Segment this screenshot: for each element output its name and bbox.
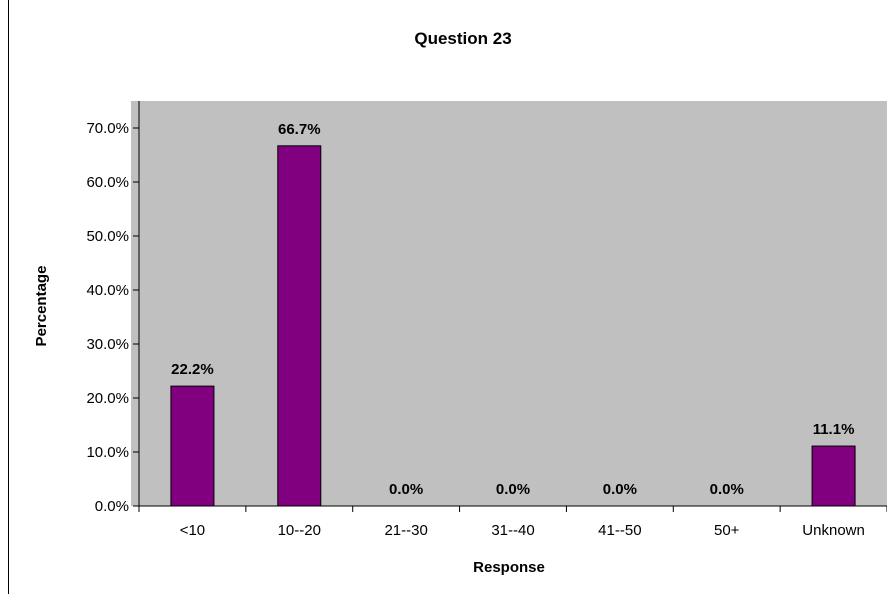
chart-title: Question 23 (414, 29, 511, 48)
data-label: 0.0% (710, 481, 744, 498)
x-tick-label: 31--40 (491, 522, 534, 539)
bar (811, 445, 856, 507)
bars (170, 145, 856, 507)
x-tick-label: <10 (180, 522, 205, 539)
x-tick-label: Unknown (802, 522, 865, 539)
data-label: 0.0% (389, 481, 423, 498)
data-labels: 22.2% 66.7% 0.0% 0.0% 0.0% 0.0% 11.1% (171, 121, 854, 498)
bar-chart: Question 23 0.0% 10.0% 20.0% 30.0% 40.0% 50.0… (33, 29, 887, 576)
bar (170, 385, 215, 507)
data-label: 0.0% (603, 481, 637, 498)
data-label: 66.7% (278, 121, 321, 138)
y-tick-label: 60.0% (86, 174, 129, 191)
y-tick-label: 50.0% (86, 228, 129, 245)
y-tick-label: 20.0% (86, 390, 129, 407)
data-label: 11.1% (813, 421, 855, 438)
y-tick-label: 40.0% (86, 282, 129, 299)
bar (277, 145, 322, 507)
chart-frame: Question 23 0.0% 10.0% 20.0% 30.0% 40.0% 50.0… (8, 0, 887, 594)
y-tick-label: 70.0% (86, 120, 129, 137)
x-tick-label: 50+ (714, 522, 740, 539)
plot-area (131, 101, 887, 506)
y-tick-label: 0.0% (95, 498, 129, 515)
y-tick-label: 10.0% (86, 444, 129, 461)
y-axis: 0.0% 10.0% 20.0% 30.0% 40.0% 50.0% 60.0% 70.0% (86, 101, 140, 515)
x-axis-title: Response (473, 559, 545, 576)
x-tick-label: 21--30 (384, 522, 427, 539)
x-tick-label: 10--20 (278, 522, 321, 539)
data-label: 22.2% (171, 361, 214, 378)
data-label: 0.0% (496, 481, 530, 498)
x-tick-label: 41--50 (598, 522, 641, 539)
x-axis: <10 10--20 21--30 31--40 41--50 50+ Unknown (138, 505, 887, 539)
y-axis-title: Percentage (33, 266, 50, 347)
y-tick-label: 30.0% (86, 336, 129, 353)
